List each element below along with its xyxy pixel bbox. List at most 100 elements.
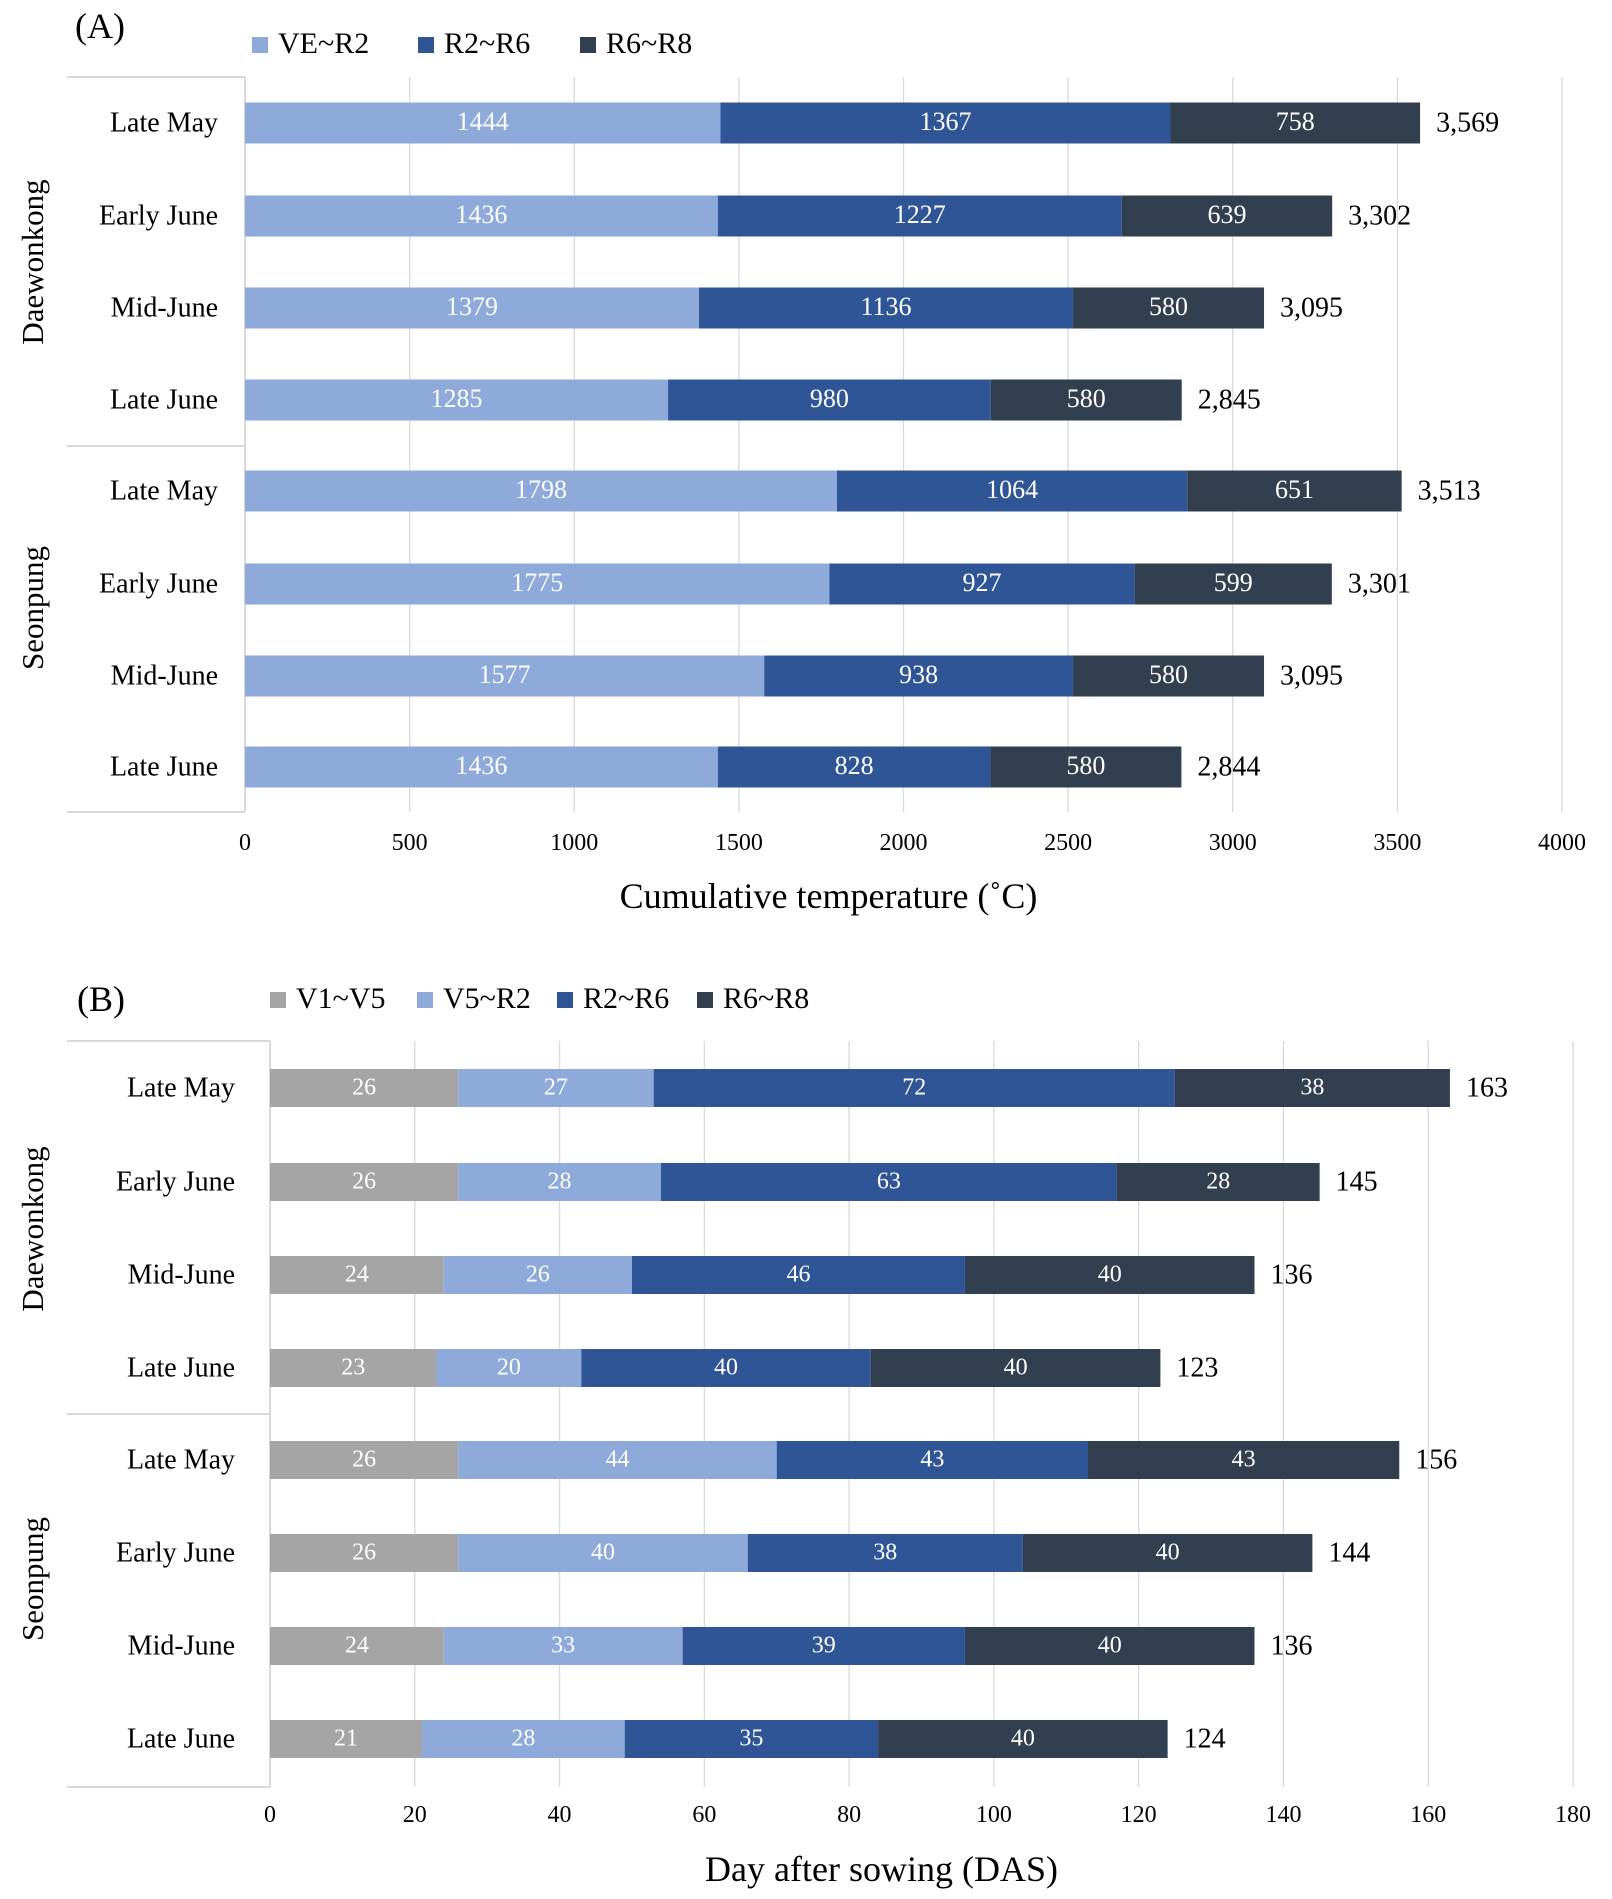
- a-bar-value-label: 758: [1276, 107, 1315, 136]
- b-bar-value-label: 26: [352, 1447, 376, 1473]
- a-bar-segment-ve-r2: [245, 379, 669, 421]
- b-bar-total-label: 136: [1270, 1259, 1312, 1290]
- a-bar-segment-r2-r6: [699, 287, 1074, 329]
- b-bar-total-label: 144: [1328, 1537, 1370, 1568]
- b-bar-value-label: 26: [352, 1540, 376, 1566]
- b-bar-value-label: 21: [334, 1726, 358, 1752]
- b-bar-value-label: 24: [345, 1262, 369, 1288]
- a-bar-segment-ve-r2: [245, 746, 718, 788]
- b-bar-value-label: 40: [1004, 1355, 1028, 1381]
- a-bar-value-label: 1436: [455, 751, 507, 780]
- a-bar-value-label: 980: [810, 384, 849, 413]
- a-bar-segment-r6-r8: [1134, 563, 1332, 605]
- b-bar-value-label: 38: [1300, 1075, 1324, 1101]
- a-legend-label: R6~R8: [606, 27, 692, 60]
- b-bar-value-label: 28: [548, 1169, 572, 1195]
- a-x-tick-label: 1000: [550, 830, 598, 856]
- b-bar-segment-r2-r6: [581, 1349, 871, 1387]
- b-bar-value-label: 26: [352, 1169, 376, 1195]
- b-bar-segment-v5-r2: [458, 1441, 777, 1479]
- b-bar-segment-r6-r8: [878, 1720, 1168, 1758]
- b-bar-value-label: 40: [591, 1540, 615, 1566]
- b-bar-segment-r2-r6: [776, 1441, 1088, 1479]
- a-bar-segment-r6-r8: [1187, 470, 1402, 512]
- b-x-tick-label: 80: [837, 1802, 861, 1828]
- a-bar-total-label: 2,844: [1197, 751, 1260, 782]
- a-bar-segment-r6-r8: [1073, 655, 1265, 697]
- a-bar-value-label: 1577: [479, 660, 531, 689]
- a-legend-swatch: [418, 37, 434, 53]
- b-bar-value-label: 26: [352, 1075, 376, 1101]
- b-bar-value-label: 24: [345, 1633, 369, 1659]
- b-bar-value-label: 35: [739, 1726, 763, 1752]
- b-bar-value-label: 40: [1098, 1633, 1122, 1659]
- a-bar-total-label: 2,845: [1198, 384, 1261, 415]
- b-x-tick-label: 120: [1121, 1802, 1157, 1828]
- a-category-label: Late May: [110, 107, 218, 138]
- a-group-label-daewonkong: Daewonkong: [15, 179, 50, 344]
- b-bar-segment-r6-r8: [1022, 1534, 1313, 1572]
- b-bar-value-label: 43: [1232, 1447, 1256, 1473]
- b-bar-segment-v5-r2: [443, 1627, 683, 1665]
- a-bar-segment-ve-r2: [245, 102, 721, 144]
- a-category-label: Late May: [110, 475, 218, 506]
- a-x-axis-title: Cumulative temperature (˚C): [620, 876, 1038, 916]
- b-legend-label: R2~R6: [583, 982, 669, 1015]
- b-bar-value-label: 27: [544, 1075, 568, 1101]
- b-bar-total-label: 163: [1466, 1072, 1508, 1103]
- b-bar-segment-v1-v5: [270, 1627, 444, 1665]
- a-bar-value-label: 651: [1275, 475, 1314, 504]
- b-bar-segment-v1-v5: [270, 1163, 459, 1201]
- a-bar-segment-ve-r2: [245, 195, 718, 237]
- b-category-label: Late June: [127, 1352, 235, 1383]
- a-bar-value-label: 1379: [446, 292, 498, 321]
- a-category-label: Mid-June: [111, 292, 218, 323]
- a-bar-value-label: 1367: [919, 107, 971, 136]
- a-bar-value-label: 1136: [861, 292, 912, 321]
- a-bar-segment-r2-r6: [717, 746, 991, 788]
- b-legend-label: V5~R2: [443, 982, 531, 1015]
- a-category-label: Mid-June: [111, 660, 218, 691]
- b-legend-swatch: [557, 992, 573, 1008]
- b-bar-value-label: 28: [511, 1726, 535, 1752]
- b-x-tick-label: 60: [692, 1802, 716, 1828]
- a-bar-segment-r2-r6: [829, 563, 1135, 605]
- a-bar-value-label: 1064: [986, 475, 1038, 504]
- a-legend-swatch: [252, 37, 268, 53]
- b-group-label-seonpung: Seonpung: [15, 1517, 50, 1641]
- a-bar-segment-ve-r2: [245, 655, 765, 697]
- a-bar-value-label: 580: [1067, 384, 1106, 413]
- b-bar-total-label: 156: [1415, 1444, 1457, 1475]
- a-bar-segment-r6-r8: [1073, 287, 1265, 329]
- b-bar-segment-r2-r6: [747, 1534, 1023, 1572]
- a-bar-segment-r2-r6: [717, 195, 1122, 237]
- b-bar-segment-r2-r6: [682, 1627, 965, 1665]
- a-bar-segment-r6-r8: [990, 379, 1182, 421]
- b-bar-segment-v5-r2: [458, 1069, 654, 1107]
- a-bar-value-label: 828: [835, 751, 874, 780]
- b-bar-segment-v5-r2: [458, 1534, 748, 1572]
- a-x-tick-label: 3500: [1373, 830, 1421, 856]
- b-x-tick-label: 20: [403, 1802, 427, 1828]
- a-bar-value-label: 1775: [511, 568, 563, 597]
- b-x-tick-label: 180: [1555, 1802, 1591, 1828]
- b-bar-segment-r6-r8: [1116, 1163, 1320, 1201]
- a-bar-value-label: 938: [899, 660, 938, 689]
- b-bar-segment-r6-r8: [870, 1349, 1161, 1387]
- b-bar-segment-v5-r2: [436, 1349, 582, 1387]
- b-bar-total-label: 124: [1184, 1723, 1226, 1754]
- b-x-tick-label: 100: [976, 1802, 1012, 1828]
- b-bar-value-label: 43: [920, 1447, 944, 1473]
- a-bar-segment-ve-r2: [245, 470, 837, 512]
- b-bar-segment-r2-r6: [624, 1720, 879, 1758]
- a-x-tick-label: 1500: [715, 830, 763, 856]
- b-bar-segment-r6-r8: [964, 1256, 1255, 1294]
- b-category-label: Mid-June: [128, 1630, 235, 1661]
- a-bar-segment-r2-r6: [668, 379, 991, 421]
- a-bar-total-label: 3,302: [1348, 200, 1411, 231]
- b-bar-segment-r6-r8: [964, 1627, 1255, 1665]
- b-bar-value-label: 40: [1156, 1540, 1180, 1566]
- a-bar-value-label: 927: [963, 568, 1002, 597]
- b-bar-value-label: 44: [605, 1447, 629, 1473]
- a-bar-segment-ve-r2: [245, 287, 700, 329]
